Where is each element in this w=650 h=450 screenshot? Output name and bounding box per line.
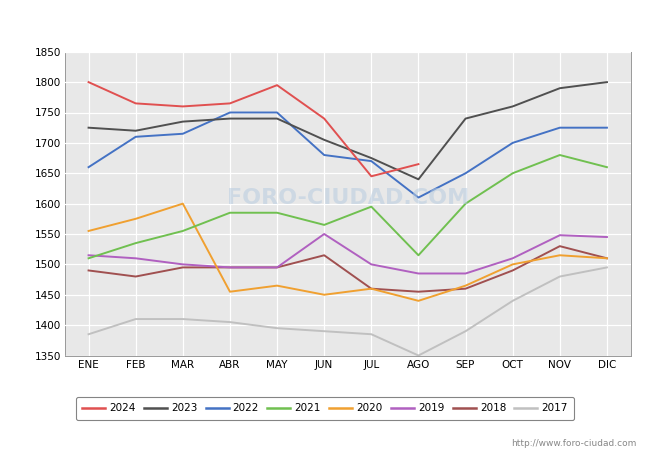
Text: Afiliados en El Boalo a 31/8/2024: Afiliados en El Boalo a 31/8/2024 <box>188 14 462 33</box>
Legend: 2024, 2023, 2022, 2021, 2020, 2019, 2018, 2017: 2024, 2023, 2022, 2021, 2020, 2019, 2018… <box>76 397 574 419</box>
Text: FORO-CIUDAD.COM: FORO-CIUDAD.COM <box>227 188 469 207</box>
Text: http://www.foro-ciudad.com: http://www.foro-ciudad.com <box>512 439 637 448</box>
